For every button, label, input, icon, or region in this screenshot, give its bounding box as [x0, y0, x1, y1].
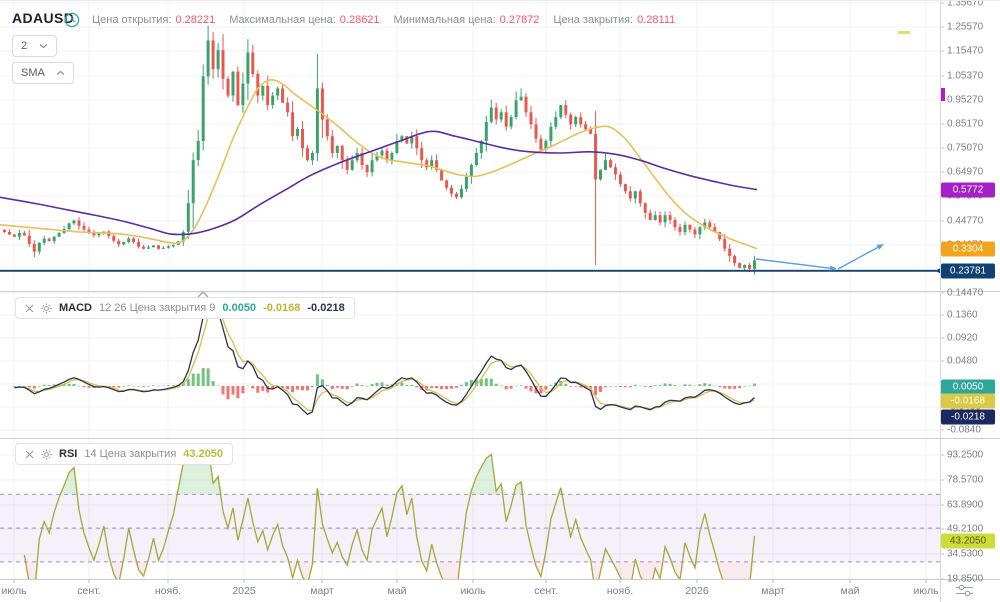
rsi-oversold-fill — [24, 561, 755, 579]
axis-price-badge: 0.5772 — [941, 182, 995, 198]
legend-open-value: 0.28221 — [175, 14, 216, 26]
legend-high-value: 0.28621 — [339, 14, 380, 26]
legend-close: Цена закрытия: 0.28111 — [553, 14, 675, 26]
clock-icon — [64, 12, 80, 28]
grid-vertical — [13, 1, 927, 579]
gear-icon[interactable] — [41, 448, 52, 460]
rsi-label: RSI — [59, 448, 78, 460]
legend-low: Минимальная цена: 0.27872 — [394, 14, 540, 26]
rsi-axis-label: 49.2100 — [947, 523, 984, 535]
time-axis-label: сент. — [534, 585, 558, 597]
ohlc-legend: Цена открытия: 0.28221 Максимальная цена… — [92, 14, 675, 26]
rsi-axis-label: 93.2500 — [947, 449, 984, 461]
rsi-axis-label: 34.5300 — [947, 548, 984, 560]
legend-low-value: 0.27872 — [499, 14, 540, 26]
macd-label: MACD — [59, 302, 92, 314]
price-axis-label: 1.05370 — [947, 70, 984, 81]
axis-price-badge: 0.0050 — [941, 379, 995, 395]
price-axis-label: 0.64970 — [947, 166, 984, 178]
price-axis-label: 1.15470 — [947, 45, 984, 57]
time-tick-marks — [13, 579, 927, 583]
time-axis-label: июль — [460, 585, 486, 597]
alert-marker — [898, 31, 910, 34]
legend-low-label: Минимальная цена: — [393, 14, 496, 26]
axis-marker-purple — [941, 88, 945, 101]
close-icon[interactable] — [25, 450, 34, 459]
time-axis-label: 2026 — [685, 585, 709, 597]
candlestick-series — [3, 25, 756, 275]
price-axis-label: 0.85170 — [947, 118, 984, 130]
sma-button-label: SMA — [21, 67, 45, 79]
price-axis-label: 0.14470 — [947, 287, 984, 299]
axis-price-badge: 0.3304 — [941, 241, 995, 257]
legend-close-label: Цена закрытия: — [553, 14, 634, 26]
gear-icon[interactable] — [41, 302, 52, 314]
sma-fast-line — [0, 79, 758, 250]
price-axis-label: 0.44770 — [947, 215, 984, 227]
price-axis-label: 1.35670 — [947, 0, 984, 9]
macd-params: 12 26 Цена закрытия 9 — [99, 302, 216, 314]
time-axis-label: 2025 — [232, 585, 256, 597]
macd-indicator-header: MACD 12 26 Цена закрытия 9 0.0050 -0.016… — [15, 297, 355, 319]
price-axis-label: 1.25570 — [947, 21, 984, 33]
macd-axis-label: 0.0920 — [947, 332, 978, 344]
close-icon[interactable] — [25, 304, 34, 313]
macd-axis-label: 0.1360 — [947, 309, 978, 321]
symbol-label: ADAUSD — [12, 10, 75, 26]
axis-price-badge: 43.2050 — [941, 533, 995, 549]
price-axis-label: 0.95270 — [947, 94, 984, 106]
sma-slow-line — [0, 130, 758, 236]
time-axis-label: июль — [1, 585, 27, 597]
interval-dropdown[interactable]: 2 — [12, 35, 57, 57]
time-axis-label: май — [840, 585, 860, 597]
macd-axis-label: -0.0840 — [947, 424, 981, 436]
time-axis-label: июль — [913, 585, 939, 597]
legend-open-label: Цена открытия: — [92, 14, 172, 26]
macd-signal-value: -0.0168 — [263, 302, 301, 314]
axis-price-badge: 0.23781 — [941, 263, 995, 279]
rsi-line — [23, 443, 756, 579]
projection-arrows[interactable] — [755, 244, 884, 271]
sma-indicator-button[interactable]: SMA — [12, 62, 74, 84]
price-axis-label: 0.75070 — [947, 142, 984, 154]
rsi-axis-label: 19.8500 — [947, 573, 984, 585]
axis-settings-icon[interactable] — [956, 584, 973, 597]
rsi-axis-label: 63.8900 — [947, 499, 984, 511]
legend-open: Цена открытия: 0.28221 — [92, 14, 215, 26]
axis-price-badge: -0.0168 — [941, 393, 995, 409]
rsi-params: 14 Цена закрытия — [84, 448, 177, 460]
time-axis-label: май — [387, 585, 407, 597]
axis-price-badge: -0.0218 — [941, 409, 995, 425]
chevron-up-icon — [56, 70, 65, 75]
rsi-axis-label: 78.5700 — [947, 474, 984, 486]
macd-line — [14, 297, 755, 416]
time-axis-label: нояб. — [154, 585, 182, 597]
macd-histogram — [12, 368, 756, 400]
chevron-down-icon — [39, 44, 48, 49]
legend-close-value: 0.28111 — [637, 14, 676, 26]
pane-collapse-chevron-icon[interactable] — [197, 291, 209, 298]
rsi-indicator-header: RSI 14 Цена закрытия 43.2050 — [15, 443, 234, 465]
macd-axis-label: 0.0480 — [947, 355, 978, 367]
legend-high-label: Максимальная цена: — [229, 14, 336, 26]
legend-high: Максимальная цена: 0.28621 — [229, 14, 379, 26]
time-axis-label: март — [310, 585, 334, 597]
macd-line-value: -0.0218 — [307, 302, 345, 314]
interval-value: 2 — [21, 40, 28, 52]
time-axis-label: март — [761, 585, 785, 597]
rsi-value: 43.2050 — [183, 448, 224, 460]
time-axis-label: нояб. — [606, 585, 634, 597]
time-axis-label: сент. — [77, 585, 101, 597]
macd-hist-value: 0.0050 — [222, 302, 257, 314]
rsi-band — [0, 494, 940, 562]
